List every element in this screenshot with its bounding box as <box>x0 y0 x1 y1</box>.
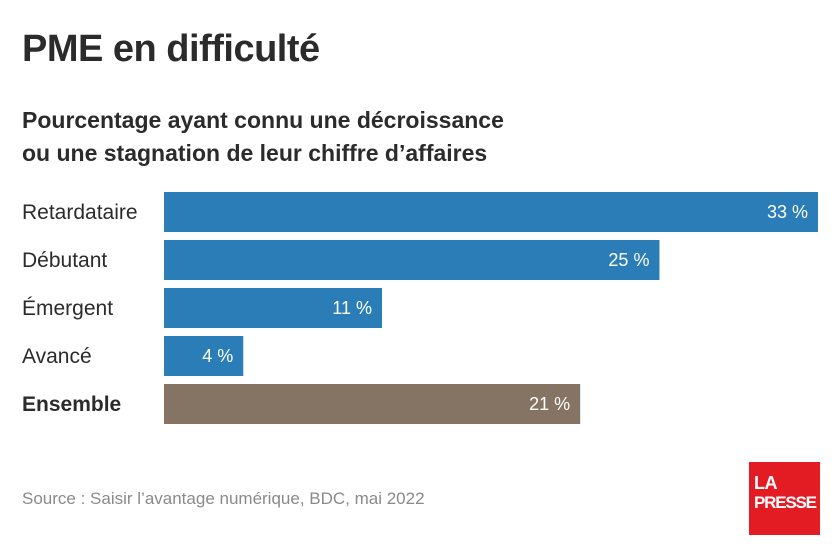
logo-line-1: LA <box>754 473 778 493</box>
la-presse-logo: LA PRESSE <box>749 462 820 535</box>
bar-emergent <box>164 288 382 328</box>
category-label-ensemble: Ensemble <box>22 393 121 416</box>
value-label-ensemble: 21 % <box>529 394 570 414</box>
category-label-retardataire: Retardataire <box>22 201 138 224</box>
category-label-debutant: Débutant <box>22 249 107 272</box>
chart-subtitle: Pourcentage ayant connu une décroissance… <box>22 104 504 170</box>
bar-ensemble <box>164 384 581 424</box>
value-label-debutant: 25 % <box>608 250 649 270</box>
bar-avance <box>164 336 244 376</box>
bar-debutant <box>164 240 660 280</box>
logo-line-2: PRESSE <box>754 493 817 512</box>
subtitle-line-1: Pourcentage ayant connu une décroissance <box>22 107 504 133</box>
value-label-avance: 4 % <box>202 346 233 366</box>
chart-title: PME en difficulté <box>22 28 320 70</box>
subtitle-line-2: ou une stagnation de leur chiffre d’affa… <box>22 140 488 166</box>
bar-retardataire <box>164 192 818 232</box>
category-label-emergent: Émergent <box>22 297 113 320</box>
source-note: Source : Saisir l’avantage numérique, BD… <box>22 489 425 508</box>
bar-chart: Retardataire 33 % Débutant 25 % Émergent 11 %… <box>22 192 818 424</box>
value-label-retardataire: 33 % <box>767 202 808 222</box>
value-label-emergent: 11 % <box>332 298 372 318</box>
category-label-avance: Avancé <box>22 345 92 368</box>
